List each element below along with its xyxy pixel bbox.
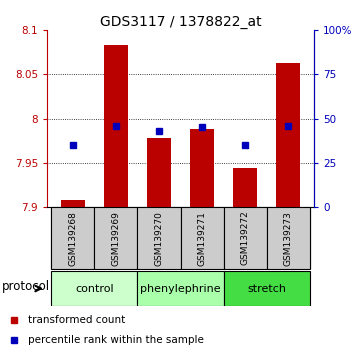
- FancyBboxPatch shape: [51, 271, 138, 306]
- Bar: [61, 200, 84, 207]
- Title: GDS3117 / 1378822_at: GDS3117 / 1378822_at: [100, 15, 261, 29]
- Text: protocol: protocol: [3, 280, 51, 293]
- Text: GSM139270: GSM139270: [155, 211, 164, 266]
- Text: GSM139272: GSM139272: [241, 211, 249, 266]
- Bar: [190, 129, 214, 207]
- Text: percentile rank within the sample: percentile rank within the sample: [29, 335, 204, 345]
- Text: transformed count: transformed count: [29, 315, 126, 325]
- FancyBboxPatch shape: [180, 207, 223, 269]
- Text: GSM139273: GSM139273: [284, 211, 293, 266]
- Bar: [233, 168, 257, 207]
- FancyBboxPatch shape: [267, 207, 310, 269]
- Text: GSM139269: GSM139269: [112, 211, 120, 266]
- Text: control: control: [75, 284, 114, 293]
- Text: GSM139268: GSM139268: [68, 211, 77, 266]
- Text: phenylephrine: phenylephrine: [140, 284, 221, 293]
- FancyBboxPatch shape: [138, 207, 180, 269]
- Bar: [104, 45, 128, 207]
- FancyBboxPatch shape: [223, 207, 267, 269]
- FancyBboxPatch shape: [51, 207, 94, 269]
- Bar: [277, 63, 300, 207]
- Text: stretch: stretch: [247, 284, 286, 293]
- FancyBboxPatch shape: [223, 271, 310, 306]
- Bar: [147, 138, 171, 207]
- Text: GSM139271: GSM139271: [197, 211, 206, 266]
- FancyBboxPatch shape: [94, 207, 138, 269]
- FancyBboxPatch shape: [138, 271, 223, 306]
